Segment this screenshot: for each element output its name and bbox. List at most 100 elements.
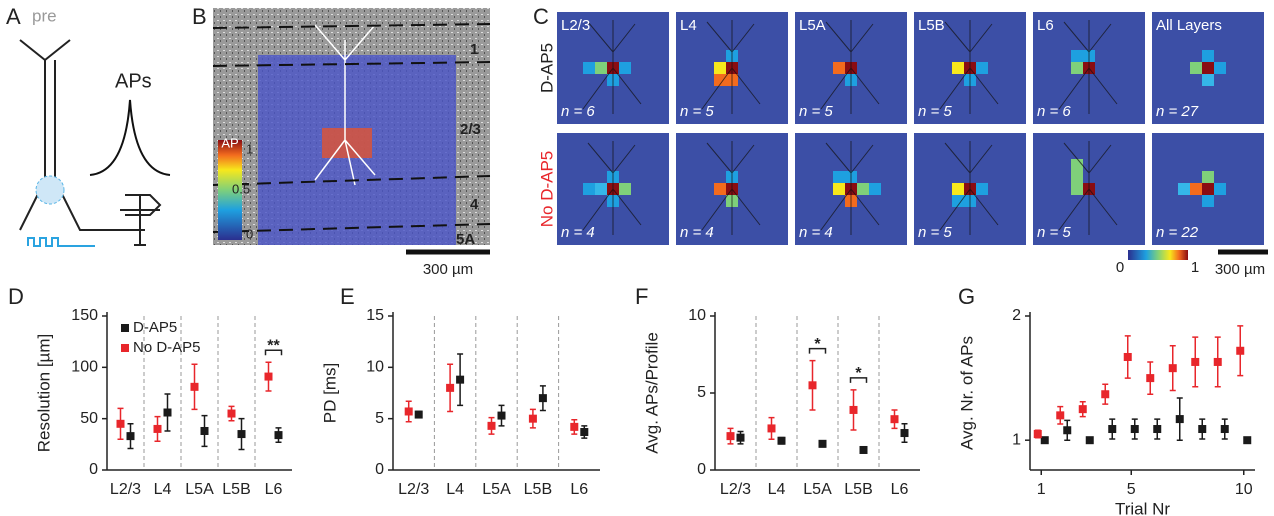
aps-label: APs: [115, 70, 152, 92]
heatmap-cell: [1202, 195, 1214, 207]
x-tick-label: L6: [891, 481, 909, 498]
heatmap-cell: [1202, 62, 1214, 74]
legend-marker: [121, 324, 129, 332]
data-point: [1101, 390, 1110, 399]
data-point: [116, 419, 125, 428]
n-label: n = 4: [561, 224, 595, 241]
x-tick-label: L5B: [524, 481, 552, 498]
pre-label: pre: [32, 6, 57, 25]
data-point: [497, 411, 506, 420]
heatmap-cell: [1202, 74, 1214, 86]
y-axis-label: Resolution [µm]: [34, 334, 53, 452]
data-point: [404, 407, 413, 416]
x-tick-label: L5A: [185, 481, 214, 498]
data-point: [190, 382, 199, 391]
heatmap-cell: [1178, 183, 1190, 195]
y-tick-label: 10: [688, 307, 706, 324]
data-point: [487, 421, 496, 430]
neuron-sketch: [19, 39, 162, 246]
significance-bracket: [849, 377, 868, 383]
data-point: [274, 431, 283, 440]
y-tick-label: 5: [375, 410, 384, 427]
heatmap-cell: [1071, 62, 1083, 74]
y-tick-label: 10: [366, 359, 384, 376]
panel-label: A: [6, 4, 21, 29]
dendrite-trace: [701, 141, 761, 235]
data-point: [570, 422, 579, 431]
layer-label: 5A: [456, 231, 475, 248]
heatmap-cell: [833, 171, 845, 183]
data-point: [1078, 405, 1087, 414]
colorbar-tick: 0: [1116, 259, 1124, 276]
stim-train: [27, 237, 95, 247]
y-tick-label: 15: [366, 307, 384, 324]
heatmap-cell: [1202, 50, 1214, 62]
x-tick-label: L2/3: [110, 481, 141, 498]
heatmap-cell: [1202, 171, 1214, 183]
n-label: n = 6: [1037, 103, 1071, 120]
y-tick-label: 0: [375, 461, 384, 478]
data-point: [1108, 425, 1117, 434]
x-tick-label: L4: [154, 481, 172, 498]
x-tick-label: L4: [768, 481, 786, 498]
x-tick-label: 1: [1037, 481, 1046, 498]
heatmap-cell: [1202, 183, 1214, 195]
x-tick-label: L6: [265, 481, 283, 498]
data-point: [767, 424, 776, 433]
layer-label: 1: [470, 41, 478, 58]
data-point: [1153, 425, 1162, 434]
data-point: [890, 415, 899, 424]
x-tick-label: L5B: [844, 481, 872, 498]
data-point: [1130, 425, 1139, 434]
panel-label: C: [533, 4, 549, 29]
heatmap-cell: [976, 183, 988, 195]
n-label: n = 27: [1156, 103, 1199, 120]
y-axis-label: PD [ms]: [320, 363, 339, 423]
x-tick-label: 5: [1127, 481, 1136, 498]
significance-label: *: [855, 365, 862, 382]
data-point: [163, 408, 172, 417]
y-tick-label: 5: [697, 384, 706, 401]
heatmap-cell: [583, 183, 595, 195]
heatmap-cell: [714, 62, 726, 74]
scale-label: 300 µm: [1215, 261, 1265, 278]
x-axis-label: Trial Nr: [1115, 499, 1170, 516]
data-point: [1168, 364, 1177, 373]
panel-label: B: [192, 4, 207, 29]
dendrite-trace: [820, 20, 880, 114]
heatmap-cell: [976, 62, 988, 74]
data-point: [580, 428, 589, 437]
layer-label: 4: [470, 196, 479, 213]
colorbar-tick: 1: [1191, 259, 1199, 276]
legend-label: D-AP5: [133, 319, 177, 336]
heatmap-cell: [1214, 183, 1226, 195]
x-tick-label: 10: [1235, 481, 1253, 498]
panel-label: E: [340, 284, 355, 309]
data-point: [200, 426, 209, 435]
n-label: n = 4: [799, 224, 833, 241]
colorbar-title: AP: [221, 135, 238, 150]
colorbar: [1128, 250, 1188, 260]
data-point: [1123, 352, 1132, 361]
data-point: [237, 430, 246, 439]
column-label: L5B: [918, 17, 945, 34]
colorbar-tick: 0.5: [232, 181, 250, 196]
column-label: All Layers: [1156, 17, 1222, 34]
data-point: [446, 383, 455, 392]
data-point: [538, 394, 547, 403]
x-tick-label: L2/3: [720, 481, 751, 498]
colorbar-tick: 1: [246, 141, 253, 156]
n-label: n = 5: [918, 103, 952, 120]
layer-label: 2/3: [460, 121, 481, 138]
significance-bracket: [808, 347, 827, 354]
data-point: [1040, 436, 1049, 445]
n-label: n = 6: [561, 103, 595, 120]
data-point: [1056, 411, 1065, 420]
legend-marker: [121, 344, 129, 352]
legend-label: No D-AP5: [133, 339, 201, 356]
heatmap-cell: [857, 183, 869, 195]
data-point: [414, 410, 423, 419]
panel-c: C 0 1 300 µm D-AP5 L2/3 n = 6 L4 n = 5 L5A n =…: [533, 4, 1268, 278]
column-label: L2/3: [561, 17, 590, 34]
heatmap-cell: [583, 62, 595, 74]
